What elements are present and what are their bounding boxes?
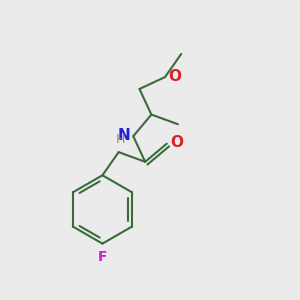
Text: F: F: [98, 250, 107, 264]
Text: N: N: [118, 128, 130, 143]
Text: O: O: [170, 135, 183, 150]
Text: O: O: [168, 69, 181, 84]
Text: H: H: [116, 133, 125, 146]
